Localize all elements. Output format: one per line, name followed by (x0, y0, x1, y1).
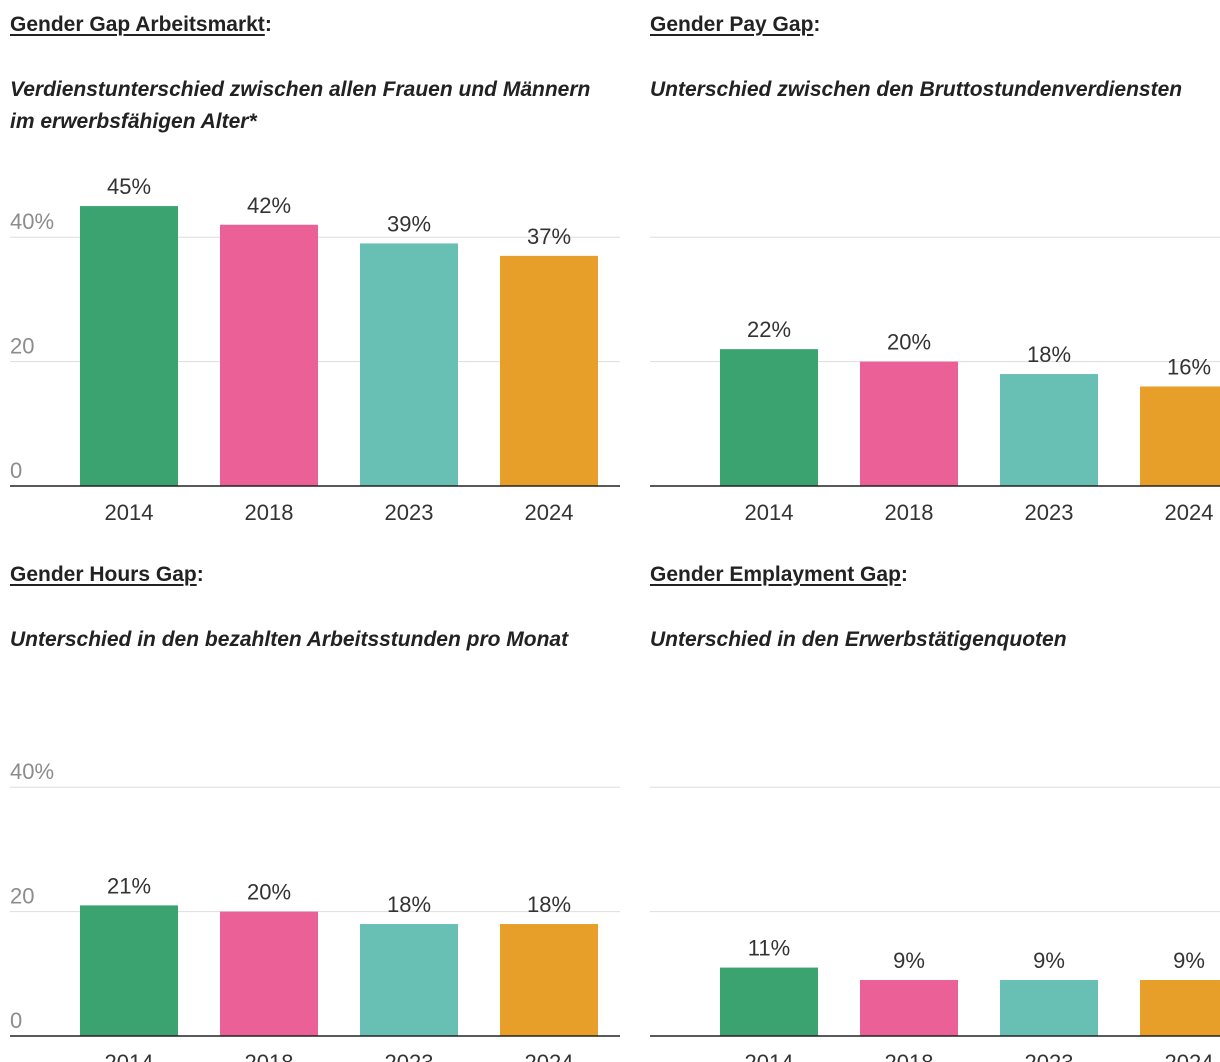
chart-title: Gender Emplayment Gap: (650, 562, 908, 588)
chart-title-text: Gender Gap Arbeitsmarkt (10, 13, 265, 36)
x-tick-label: 2014 (105, 1050, 154, 1062)
x-tick-label: 2014 (745, 500, 794, 525)
chart-title-text: Gender Emplayment Gap (650, 563, 901, 586)
data-label: 21% (107, 873, 151, 898)
y-tick-label: 20 (10, 884, 34, 909)
data-label: 22% (747, 317, 791, 342)
chart-title: Gender Pay Gap: (650, 12, 820, 38)
chart-subtitle: Verdienstunterschied zwischen allen Frau… (10, 78, 591, 133)
data-label: 20% (247, 880, 291, 905)
bar-2024 (500, 255, 598, 486)
x-tick-label: 2018 (245, 500, 294, 525)
chart-title-text: Gender Pay Gap (650, 13, 814, 36)
chart-title-text: Gender Hours Gap (10, 563, 197, 586)
bar-chart: 11% 2014 9% 2018 9% 2023 9% 2024 (650, 786, 1220, 1062)
data-label: 37% (527, 224, 571, 249)
data-label: 18% (527, 892, 571, 917)
chart-title-colon: : (196, 563, 204, 586)
chart-title-colon: : (813, 13, 821, 36)
chart-title: Gender Gap Arbeitsmarkt: (10, 12, 272, 38)
x-tick-label: 2024 (1165, 500, 1214, 525)
bar-2024 (500, 924, 598, 1036)
chart-title-colon: : (900, 563, 908, 586)
bar-2018 (220, 224, 318, 486)
x-tick-label: 2024 (525, 1050, 574, 1062)
bar-2018 (220, 911, 318, 1036)
y-tick-label: 20 (10, 334, 34, 359)
bar-2024 (1140, 386, 1220, 486)
data-label: 16% (1167, 354, 1211, 379)
data-label: 18% (387, 892, 431, 917)
chart-panel-hours-gap: Gender Hours Gap: Unterschied in den bez… (10, 562, 622, 1062)
y-tick-label: 40% (10, 759, 54, 784)
bar-chart: 0 20 40% 45% 2014 42% 2018 39% 2023 37% 2024 (10, 174, 620, 525)
chart-panel-arbeitsmarkt: Gender Gap Arbeitsmarkt: Verdienstunters… (10, 12, 622, 525)
x-tick-label: 2018 (885, 500, 934, 525)
bar-2014 (720, 349, 818, 486)
y-tick-label: 40% (10, 209, 54, 234)
bar-2023 (1000, 980, 1098, 1036)
bar-chart: 22% 2014 20% 2018 18% 2023 16% 2024 (650, 236, 1220, 525)
data-label: 39% (387, 211, 431, 236)
y-tick-label: 0 (10, 458, 22, 483)
bar-2018 (860, 980, 958, 1036)
x-tick-label: 2023 (1025, 500, 1074, 525)
bar-2014 (80, 206, 178, 486)
data-label: 42% (247, 193, 291, 218)
x-tick-label: 2018 (885, 1050, 934, 1062)
bar-2014 (80, 905, 178, 1036)
data-label: 18% (1027, 342, 1071, 367)
bar-2023 (1000, 374, 1098, 486)
chart-panel-pay-gap: Gender Pay Gap: Unterschied zwischen den… (650, 12, 1220, 525)
bar-2023 (360, 924, 458, 1036)
x-tick-label: 2023 (1025, 1050, 1074, 1062)
x-tick-label: 2024 (525, 500, 574, 525)
data-label: 9% (893, 948, 925, 973)
bar-2014 (720, 967, 818, 1036)
bar-chart: 0 20 40% 21% 2014 20% 2018 18% 2023 18% 2024 (10, 759, 620, 1062)
bar-2018 (860, 361, 958, 486)
data-label: 45% (107, 174, 151, 199)
bar-2023 (360, 243, 458, 486)
x-tick-label: 2024 (1165, 1050, 1214, 1062)
chart-subtitle: Unterschied zwischen den Bruttostundenve… (650, 78, 1183, 101)
chart-title: Gender Hours Gap: (10, 562, 204, 588)
data-label: 9% (1033, 948, 1065, 973)
bar-2024 (1140, 980, 1220, 1036)
data-label: 11% (748, 936, 790, 961)
chart-title-colon: : (264, 13, 272, 36)
data-label: 9% (1173, 948, 1205, 973)
x-tick-label: 2014 (105, 500, 154, 525)
y-tick-label: 0 (10, 1008, 22, 1033)
data-label: 20% (887, 330, 931, 355)
chart-subtitle: Unterschied in den Erwerbstätigenquoten (650, 628, 1067, 651)
x-tick-label: 2023 (385, 1050, 434, 1062)
chart-subtitle: Unterschied in den bezahlten Arbeitsstun… (10, 628, 569, 651)
x-tick-label: 2023 (385, 500, 434, 525)
x-tick-label: 2014 (745, 1050, 794, 1062)
x-tick-label: 2018 (245, 1050, 294, 1062)
chart-panel-employment-gap: Gender Emplayment Gap: Unterschied in de… (650, 562, 1220, 1062)
